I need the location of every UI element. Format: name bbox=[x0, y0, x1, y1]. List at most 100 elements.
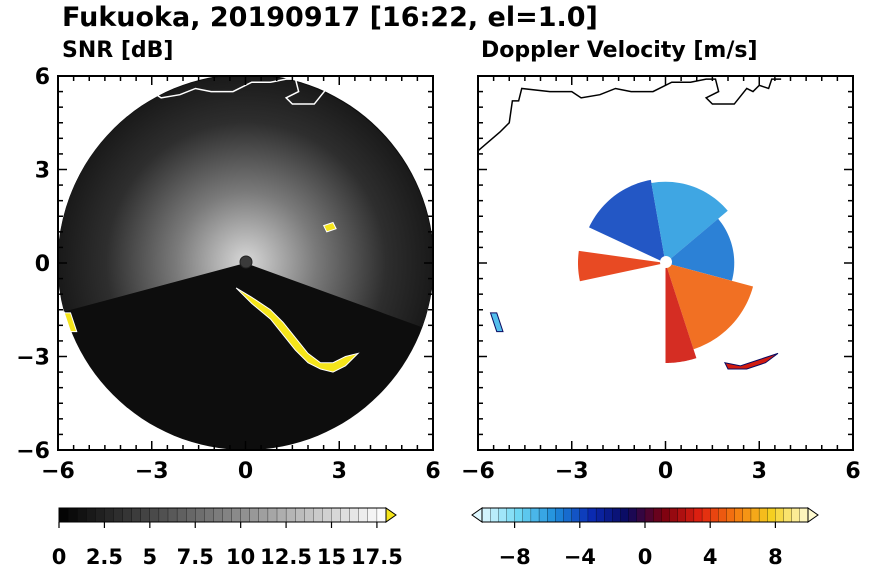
snr-subtitle: SNR [dB] bbox=[62, 38, 173, 63]
radar-site-right bbox=[660, 256, 672, 268]
snr-axis-ticks: −6 −3 0 3 6 6 3 0 −3 −6 bbox=[16, 65, 440, 484]
colorbar-swatch bbox=[628, 507, 638, 523]
colorbar-swatch bbox=[677, 507, 687, 523]
colorbar-swatch bbox=[122, 507, 133, 523]
x-tick-label: 3 bbox=[752, 459, 767, 484]
snr-colorbar: 0 2.5 5 7.5 10 12.5 15 17.5 bbox=[52, 507, 403, 569]
doppler-sector-layer bbox=[578, 179, 754, 363]
colorbar-swatch bbox=[376, 507, 387, 523]
doppler-sector bbox=[589, 179, 666, 263]
colorbar-swatch bbox=[791, 507, 801, 523]
colorbar-tick-label: 12.5 bbox=[260, 545, 312, 569]
colorbar-swatch bbox=[767, 507, 776, 523]
doppler-colorbar: −8 −4 0 4 8 bbox=[471, 507, 819, 569]
colorbar-max-arrow bbox=[807, 507, 819, 523]
snr-echo bbox=[63, 312, 78, 333]
colorbar-swatch bbox=[349, 507, 360, 523]
colorbar-swatch bbox=[693, 507, 703, 523]
x-tick-label: −6 bbox=[41, 459, 75, 484]
colorbar-swatch bbox=[481, 507, 491, 523]
colorbar-swatch bbox=[669, 507, 679, 523]
colorbar-swatch bbox=[604, 507, 613, 523]
colorbar-swatch bbox=[95, 507, 105, 523]
doppler-subtitle: Doppler Velocity [m/s] bbox=[481, 38, 758, 63]
colorbar-swatch bbox=[726, 507, 736, 523]
colorbar-swatch bbox=[276, 507, 287, 523]
colorbar-swatch bbox=[176, 507, 187, 523]
y-tick-label: 3 bbox=[35, 159, 50, 184]
colorbar-swatch bbox=[498, 507, 507, 523]
doppler-sector bbox=[665, 263, 754, 350]
x-tick-label: 0 bbox=[658, 459, 673, 484]
snr-echo bbox=[322, 221, 337, 233]
colorbar-swatch bbox=[295, 507, 305, 523]
x-tick-label: 6 bbox=[845, 459, 860, 484]
x-tick-label: 6 bbox=[425, 459, 440, 484]
colorbar-swatch bbox=[149, 507, 160, 523]
colorbar-swatch bbox=[322, 507, 332, 523]
y-tick-label: 0 bbox=[35, 252, 50, 277]
colorbar-swatch bbox=[547, 507, 556, 523]
snr-echo bbox=[235, 287, 360, 373]
coastline-left bbox=[58, 78, 362, 152]
x-tick-label: 0 bbox=[238, 459, 253, 484]
colorbar-swatch bbox=[612, 507, 622, 523]
colorbar-swatch bbox=[285, 507, 296, 523]
doppler-sector bbox=[578, 250, 666, 282]
colorbar-swatch bbox=[222, 507, 233, 523]
colorbar-swatch bbox=[710, 507, 719, 523]
colorbar-swatch bbox=[267, 507, 278, 523]
colorbar-swatch bbox=[186, 507, 196, 523]
colorbar-swatch bbox=[685, 507, 695, 523]
colorbar-max-arrow bbox=[385, 507, 397, 523]
colorbar-swatch bbox=[258, 507, 269, 523]
colorbar-swatch bbox=[249, 507, 260, 523]
colorbar-swatch bbox=[538, 507, 548, 523]
y-tick-label: −6 bbox=[16, 439, 50, 464]
colorbar-min-arrow bbox=[471, 507, 483, 523]
colorbar-swatch bbox=[104, 507, 114, 523]
figure-title: Fukuoka, 20190917 [16:22, el=1.0] bbox=[62, 2, 598, 33]
colorbar-swatch bbox=[644, 507, 654, 523]
colorbar-swatch bbox=[195, 507, 205, 523]
coastline-right bbox=[478, 78, 782, 152]
y-tick-label: 6 bbox=[35, 65, 50, 90]
colorbar-swatch bbox=[67, 507, 78, 523]
colorbar-swatch bbox=[579, 507, 589, 523]
colorbar-swatch bbox=[340, 507, 351, 523]
doppler-sector bbox=[665, 263, 697, 363]
colorbar-swatch bbox=[489, 507, 499, 523]
x-tick-label: −3 bbox=[555, 459, 589, 484]
x-tick-label: −3 bbox=[135, 459, 169, 484]
colorbar-swatch bbox=[595, 507, 605, 523]
doppler-panel: −6 −3 0 3 6 bbox=[461, 75, 861, 484]
radar-site-left bbox=[239, 255, 253, 269]
colorbar-swatch bbox=[86, 507, 96, 523]
snr-echo-layer bbox=[63, 221, 360, 373]
colorbar-swatch bbox=[514, 507, 524, 523]
colorbar-swatch bbox=[331, 507, 342, 523]
colorbar-swatch bbox=[750, 507, 760, 523]
colorbar-tick-label: −8 bbox=[498, 545, 530, 569]
colorbar-swatch bbox=[571, 507, 581, 523]
colorbar-tick-label: 15 bbox=[317, 545, 346, 569]
doppler-echo-layer bbox=[489, 312, 779, 370]
colorbar-swatch bbox=[734, 507, 744, 523]
colorbar-swatch bbox=[563, 507, 573, 523]
colorbar-tick-label: 17.5 bbox=[351, 545, 403, 569]
colorbar-swatch bbox=[587, 507, 597, 523]
colorbar-tick-label: 5 bbox=[143, 545, 158, 569]
colorbar-swatch bbox=[742, 507, 752, 523]
colorbar-frame bbox=[58, 507, 387, 523]
colorbar-swatch bbox=[304, 507, 314, 523]
colorbar-swatch bbox=[313, 507, 323, 523]
colorbar-tick-label: 0 bbox=[52, 545, 67, 569]
colorbar-swatch bbox=[775, 507, 785, 523]
colorbar-swatch bbox=[718, 507, 727, 523]
colorbar-swatch bbox=[367, 507, 378, 523]
x-tick-label: −6 bbox=[461, 459, 495, 484]
doppler-echo bbox=[489, 312, 504, 333]
colorbar-swatch bbox=[358, 507, 369, 523]
